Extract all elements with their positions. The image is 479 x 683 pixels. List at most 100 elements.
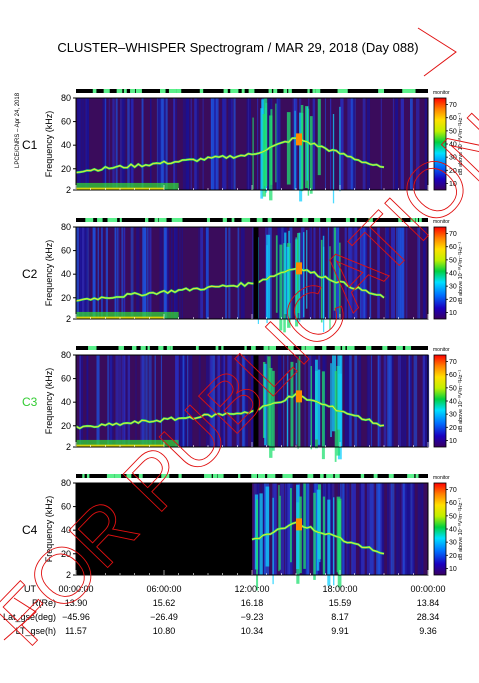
spectral-streak	[388, 355, 392, 447]
spectral-streak	[401, 227, 405, 319]
ephemeris-value: 15.62	[153, 598, 176, 608]
spectral-streak	[131, 98, 134, 190]
monitor-mark	[176, 89, 182, 93]
spectral-streak	[233, 98, 236, 190]
panel-c2: 2 20 40 60 80 Frequency (kHz) C2 10 20 30 40 50 60 70…	[22, 218, 464, 333]
colorbar-top-label: monitor	[433, 90, 450, 96]
y-tick-label: 40	[61, 397, 71, 407]
emission-burst	[295, 362, 297, 445]
spectral-streak	[404, 483, 408, 575]
hot-spot	[296, 518, 302, 531]
spectral-streak	[165, 98, 168, 190]
monitor-mark	[178, 218, 183, 222]
monitor-bar	[76, 474, 428, 478]
emission-burst	[299, 496, 302, 574]
emission-burst	[259, 493, 263, 576]
spectral-streak	[115, 355, 118, 447]
monitor-mark	[388, 474, 394, 478]
ephemeris-value: −26.49	[150, 612, 178, 622]
x-tick-label: 00:00:00	[410, 584, 445, 594]
x-tick-label: 06:00:00	[146, 584, 181, 594]
monitor-mark	[108, 474, 115, 478]
colorbar-tick-label: 40	[449, 271, 457, 278]
spectral-streak	[121, 227, 123, 319]
spectral-streak	[366, 355, 370, 447]
monitor-mark	[97, 218, 103, 222]
spectral-streak	[409, 355, 412, 447]
hot-spot	[296, 133, 302, 146]
spectral-streak	[160, 98, 165, 190]
spectral-streak	[200, 227, 204, 319]
monitor-mark	[328, 474, 334, 478]
spectral-streak	[362, 98, 366, 190]
spectral-streak	[396, 227, 400, 319]
monitor-mark	[360, 474, 365, 478]
spectral-streak	[187, 98, 190, 190]
monitor-mark	[302, 218, 309, 222]
colorbar-tick-label: 50	[449, 128, 457, 135]
monitor-mark	[398, 346, 402, 350]
y-tick-label: 80	[61, 93, 71, 103]
spectral-streak	[399, 227, 404, 319]
spectral-streak	[112, 98, 115, 190]
panels-group: 2 20 40 60 80 Frequency (kHz) C1 10 20 30 40 50 60 70…	[22, 89, 464, 591]
monitor-mark	[135, 89, 142, 93]
emission-burst	[279, 495, 281, 570]
monitor-mark	[119, 218, 122, 222]
emission-burst	[321, 371, 325, 460]
emission-burst	[339, 242, 341, 318]
ephemeris-value: −9.23	[241, 612, 264, 622]
monitor-mark	[267, 474, 273, 478]
spectral-streak	[222, 98, 227, 190]
spectral-streak	[422, 355, 426, 447]
spectral-streak	[123, 227, 126, 319]
monitor-mark	[207, 474, 212, 478]
y-tick-label: 2	[66, 570, 71, 580]
spectral-streak	[159, 227, 163, 319]
hot-spot	[296, 390, 302, 403]
spectral-streak	[348, 227, 353, 319]
monitor-mark	[244, 346, 247, 350]
spectral-streak	[215, 355, 218, 447]
monitor-mark	[144, 218, 149, 222]
emission-burst	[317, 98, 321, 176]
emission-burst	[269, 367, 273, 458]
colorbar-tick-label: 50	[449, 513, 457, 520]
monitor-mark	[412, 89, 416, 93]
y-tick-label: 60	[61, 374, 71, 384]
spectral-streak	[140, 355, 144, 447]
spectral-streak	[105, 227, 109, 319]
spectral-streak	[179, 355, 184, 447]
spectral-streak	[330, 98, 332, 190]
emission-burst	[333, 497, 335, 586]
colorbar-tick-label: 10	[449, 438, 457, 445]
spectral-streak	[183, 355, 187, 447]
emission-burst	[290, 361, 294, 448]
y-tick-label: 60	[61, 502, 71, 512]
spectral-streak	[324, 98, 326, 190]
spectral-streak	[398, 227, 402, 319]
monitor-mark	[301, 346, 305, 350]
spectral-streak	[231, 98, 233, 190]
monitor-mark	[234, 89, 239, 93]
spectral-streak	[77, 98, 81, 190]
monitor-mark	[411, 474, 414, 478]
spectral-streak	[413, 355, 418, 447]
spectral-streak	[117, 355, 122, 447]
spectral-streak	[141, 98, 144, 190]
spectral-streak	[181, 227, 183, 319]
spectral-streak	[344, 227, 347, 319]
ephemeris-row-label: LT_gse(h)	[16, 626, 56, 636]
spectral-streak	[387, 483, 390, 575]
spectral-streak	[391, 483, 395, 575]
monitor-mark	[92, 89, 97, 93]
monitor-mark	[126, 474, 132, 478]
ephemeris-row-label: R(Re)	[32, 598, 56, 608]
spectral-streak	[385, 227, 390, 319]
ephemeris-value: 8.17	[331, 612, 349, 622]
spectral-streak	[228, 227, 231, 319]
spectral-streak	[344, 355, 349, 447]
monitor-mark	[158, 346, 164, 350]
spectral-streak	[108, 98, 110, 190]
